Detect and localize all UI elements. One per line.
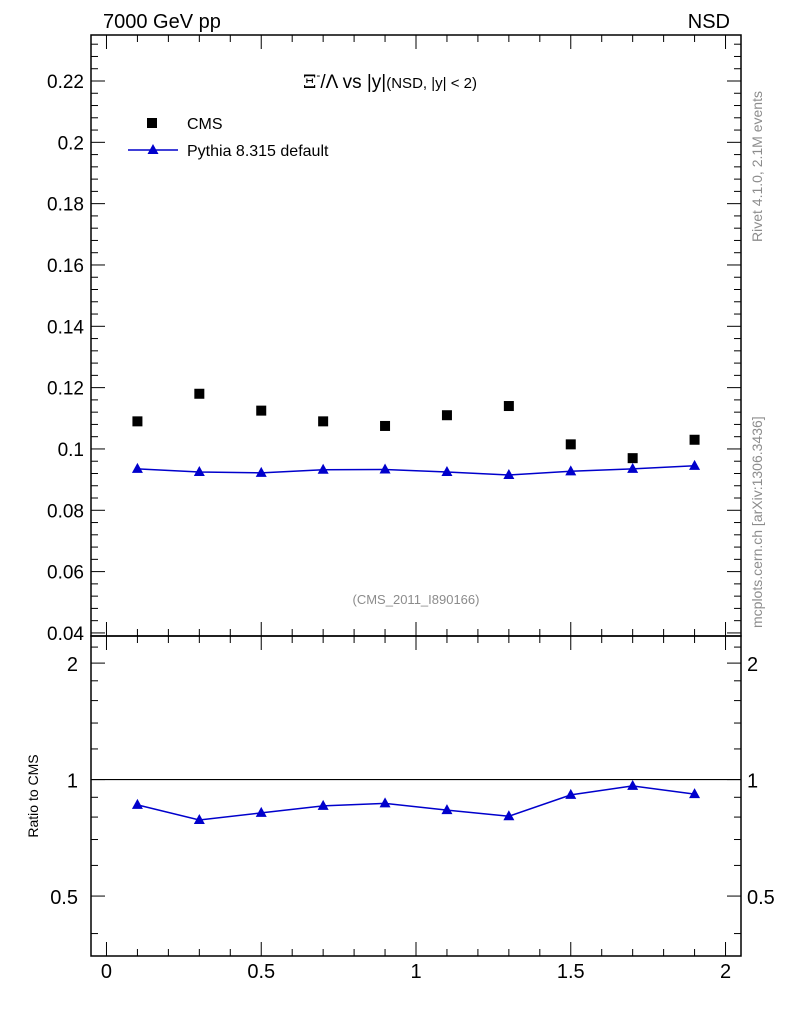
cms-data-point [318,416,329,427]
ratio-y-tick-label-left: 0.5 [50,887,78,909]
legend: CMS Pythia 8.315 default [128,116,329,160]
ratio-data-point [565,788,577,799]
mcplots-reference-label: mcplots.cern.ch [arXiv:1306.3436] [749,416,765,628]
legend-cms-marker [147,118,157,128]
plot-title-symbol: Ξ [303,71,316,93]
pythia-data-point [565,465,577,476]
ratio-y-axis: 0.5 0.5 1 1 2 2 [50,646,775,935]
analysis-id-watermark: (CMS_2011_I890166) [353,592,480,607]
main-data-layer [131,388,701,480]
ratio-data-point [689,788,701,799]
ratio-y-tick-label-right: 2 [747,654,758,676]
cms-data-point [132,416,143,427]
main-y-tick-label: 0.2 [58,133,84,154]
cms-data-point [380,420,391,431]
main-y-tick-label: 0.06 [47,563,84,584]
ratio-y-tick-label-left: 2 [67,654,78,676]
main-y-tick-label: 0.16 [47,256,84,277]
x-tick-label: 1 [410,961,421,983]
x-tick-label: 2 [720,961,731,983]
header-right-label: NSD [688,11,730,33]
ratio-y-tick-label-right: 1 [747,771,758,793]
pythia-data-point [627,462,639,473]
main-y-tick-label: 0.12 [47,379,84,400]
ratio-series-line [137,785,695,821]
cms-data-point [627,453,638,464]
main-y-tick-label: 0.1 [58,440,84,461]
pythia-data-point [193,465,205,476]
ratio-data-point [131,798,143,809]
pythia-data-point [379,463,391,474]
main-y-tick-label: 0.22 [47,72,84,93]
plot-title: Ξ-/Λ vs |y|(NSD, |y| < 2) [303,68,477,93]
legend-cms-label: CMS [187,116,223,133]
ratio-panel-frame [90,635,742,957]
legend-pythia-marker [147,144,159,154]
plot-title-superscript: - [316,68,320,82]
header-left-label: 7000 GeV pp [103,11,221,33]
cms-data-point [503,401,514,412]
ratio-data-layer [91,778,741,825]
ratio-data-point [317,799,329,810]
main-y-tick-label: 0.08 [47,501,84,522]
plot-title-small: (NSD, |y| < 2) [386,75,477,92]
cms-data-point [256,405,267,416]
x-axis: 0 0.5 1 1.5 2 [101,35,731,983]
main-y-axis: 0.04 0.06 0.08 0.1 0.12 0.14 0.16 0.18 0.2 0.22 [47,43,741,645]
x-tick-label: 0 [101,961,112,983]
ratio-y-tick-label-right: 0.5 [747,887,775,909]
main-y-tick-label: 0.14 [47,317,84,338]
cms-data-point [565,439,576,450]
ratio-data-point [503,810,515,821]
rivet-version-label: Rivet 4.1.0, 2.1M events [749,91,765,242]
plot-title-rest: /Λ vs |y| [320,72,386,93]
cms-data-point [441,410,452,421]
x-tick-label: 0.5 [247,961,275,983]
pythia-data-point [441,465,453,476]
ratio-y-tick-label-left: 1 [67,771,78,793]
pythia-data-point [131,462,143,473]
pythia-series-line [137,465,695,476]
ratio-data-point [255,806,267,817]
ratio-data-point [193,814,205,825]
pythia-data-point [255,466,267,477]
ratio-data-point [379,797,391,808]
ratio-data-point [627,779,639,790]
main-y-tick-label: 0.04 [47,624,84,645]
ratio-y-axis-label: Ratio to CMS [25,754,41,837]
pythia-data-point [689,459,701,470]
cms-data-point [689,434,700,445]
pythia-data-point [503,469,515,480]
legend-pythia-label: Pythia 8.315 default [187,143,329,160]
pythia-data-point [317,463,329,474]
ratio-data-point [441,804,453,815]
cms-data-point [194,388,205,399]
x-tick-label: 1.5 [557,961,585,983]
main-y-tick-label: 0.18 [47,195,84,216]
